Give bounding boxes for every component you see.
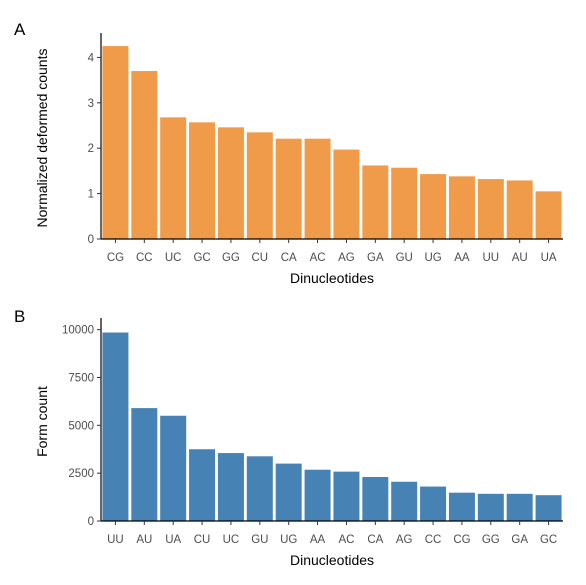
panel-a-x-tick-label: UA (541, 252, 557, 264)
panel-b-x-tick-label: UC (223, 534, 240, 546)
panel-b-y-tick-label: 10000 (62, 325, 94, 337)
panel-a-x-tick-label: UG (424, 252, 441, 264)
panel-b-bar-uu (102, 332, 129, 521)
panel-a-bar-cc (131, 71, 158, 239)
panel-a-x-axis-title: Dinucleotides (290, 270, 374, 286)
panel-a-x-tick-label: CC (136, 252, 153, 264)
panel-a-y-axis-title: Normalized deformed counts (34, 49, 50, 228)
panel-b-letter: B (14, 307, 25, 326)
panel-b-x-tick-label: GG (482, 534, 500, 546)
panel-b-x-tick-label: AG (396, 534, 413, 546)
panel-b-x-tick-label: GC (540, 534, 557, 546)
panel-a-bar-cg (102, 46, 129, 239)
panel-a-x-tick-label: GG (222, 252, 240, 264)
panel-b-bar-ga (506, 493, 533, 521)
panel-a-x-tick-label: GU (396, 252, 413, 264)
panel-a-bar-cu (246, 132, 273, 239)
panel-b-x-tick-label: CG (453, 534, 470, 546)
panel-b-bar-cg (448, 492, 475, 521)
panel-b-x-tick-label: UU (107, 534, 124, 546)
panel-b-y-tick-label: 5000 (68, 420, 94, 432)
panel-b-x-tick-label: AU (136, 534, 152, 546)
panel-a-x-tick-label: CG (107, 252, 124, 264)
panel-a-x-tick-label: UU (483, 252, 500, 264)
panel-a-bar-aa (448, 176, 475, 239)
panel-a-bar-gc (189, 122, 216, 239)
panel-b-y-tick-label: 7500 (68, 372, 94, 384)
panel-b-bar-gg (477, 493, 504, 521)
panel-b-bar-ac (333, 471, 360, 521)
panel-a-bar-ca (275, 138, 302, 239)
panel-a-y-tick-label: 2 (88, 143, 94, 155)
panel-a-y-tick-label: 0 (88, 234, 94, 246)
panel-a-bar-ag (333, 149, 360, 239)
panel-a-bar-ua (535, 191, 562, 239)
panel-b-x-tick-label: CC (425, 534, 442, 546)
panel-b-bar-aa (304, 469, 331, 521)
panel-a-x-tick-label: AC (310, 252, 326, 264)
panel-b-y-tick-label: 2500 (68, 468, 94, 480)
panel-b-x-tick-label: GA (511, 534, 528, 546)
panel-a-bar-gg (217, 127, 244, 239)
panel-a-bar-ga (362, 165, 389, 239)
panel-a-x-tick-label: GC (193, 252, 210, 264)
panel-a-bar-uu (477, 179, 504, 239)
panel-b-x-tick-label: CU (194, 534, 211, 546)
panel-b-bar-ag (391, 481, 418, 521)
panel-a-letter: A (14, 20, 26, 39)
panel-b-bar-gu (246, 456, 273, 521)
panel-b-y-axis-title: Form count (34, 386, 50, 457)
panel-b-bar-au (131, 408, 158, 521)
panel-b-bar-uc (217, 453, 244, 521)
panel-a-bar-ug (420, 174, 447, 239)
panel-b-x-tick-label: GU (251, 534, 268, 546)
panel-b-bar-gc (535, 495, 562, 521)
panel-b-bar-ug (275, 463, 302, 521)
panel-a-x-tick-label: UC (165, 252, 182, 264)
panel-a-x-tick-label: AG (338, 252, 355, 264)
panel-b-x-tick-label: CA (367, 534, 383, 546)
panel-b-x-axis-title: Dinucleotides (290, 552, 374, 568)
panel-b-x-tick-label: AA (310, 534, 326, 546)
panel-a-x-tick-label: CU (252, 252, 269, 264)
panel-a-y-tick-label: 1 (88, 189, 94, 201)
panel-a-y-tick-label: 4 (88, 52, 95, 64)
panel-a-bar-ac (304, 138, 331, 239)
panel-b-bar-ua (160, 415, 187, 521)
panel-a-bar-au (506, 180, 533, 239)
panel-b-bar-cu (189, 449, 216, 521)
panel-b-x-tick-label: UG (280, 534, 297, 546)
panel-b-y-tick-label: 0 (88, 516, 94, 528)
panel-b-bar-cc (420, 486, 447, 521)
panel-a-x-tick-label: CA (281, 252, 297, 264)
panel-a-x-tick-label: GA (367, 252, 384, 264)
panel-b-x-tick-label: UA (165, 534, 181, 546)
panel-a-y-tick-label: 3 (88, 98, 94, 110)
panel-a-x-tick-label: AU (512, 252, 528, 264)
panel-a-x-tick-label: AA (454, 252, 470, 264)
panel-b-bar-ca (362, 476, 389, 521)
panel-b-x-tick-label: AC (338, 534, 354, 546)
panel-a-bar-uc (160, 117, 187, 239)
panel-a-bar-gu (391, 167, 418, 239)
